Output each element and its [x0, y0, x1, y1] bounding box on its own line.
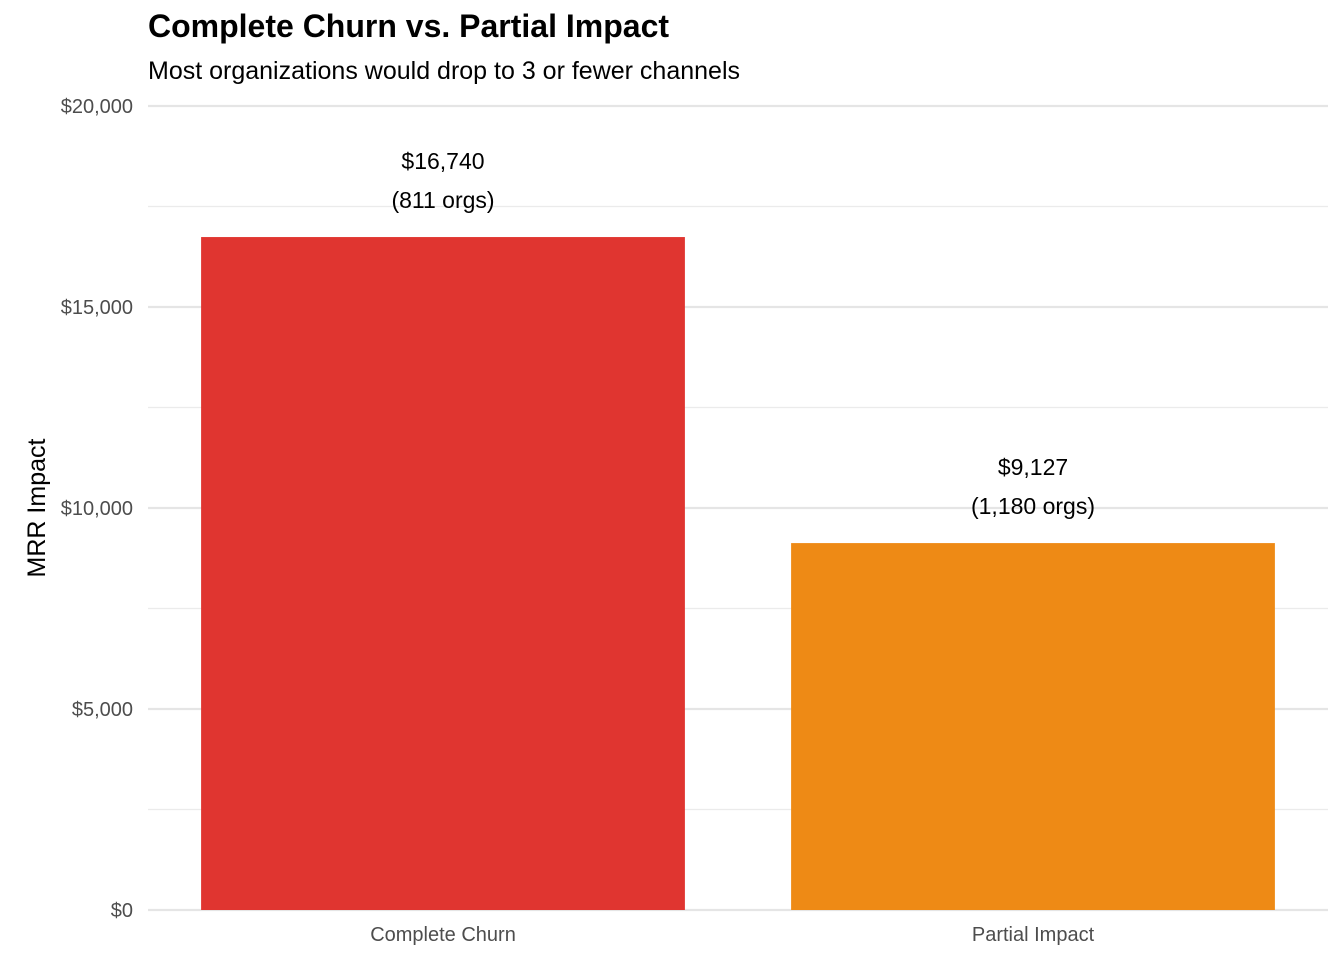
data-labels: $16,740 (811 orgs) $9,127 (1,180 orgs): [391, 148, 1095, 519]
y-tick-label: $0: [111, 900, 133, 922]
bar-value-label: $9,127: [998, 454, 1068, 480]
y-tick-label: $20,000: [61, 96, 133, 118]
y-axis-title: MRR Impact: [23, 438, 51, 577]
y-tick-label: $5,000: [72, 699, 133, 721]
bar-count-label: (811 orgs): [391, 187, 494, 213]
x-tick-label: Partial Impact: [972, 924, 1095, 946]
y-tick-label: $15,000: [61, 297, 133, 319]
x-tick-label: Complete Churn: [370, 924, 516, 946]
y-tick-label: $10,000: [61, 498, 133, 520]
axes: $0 $5,000 $10,000 $15,000 $20,000 Complete Ch…: [61, 96, 1095, 946]
bar: [201, 237, 685, 910]
chart-subtitle: Most organizations would drop to 3 or fe…: [148, 57, 740, 85]
bar-count-label: (1,180 orgs): [971, 493, 1095, 519]
chart-title: Complete Churn vs. Partial Impact: [148, 8, 670, 44]
bar: [791, 543, 1275, 910]
bar-value-label: $16,740: [401, 148, 484, 174]
bars: [201, 237, 1275, 910]
